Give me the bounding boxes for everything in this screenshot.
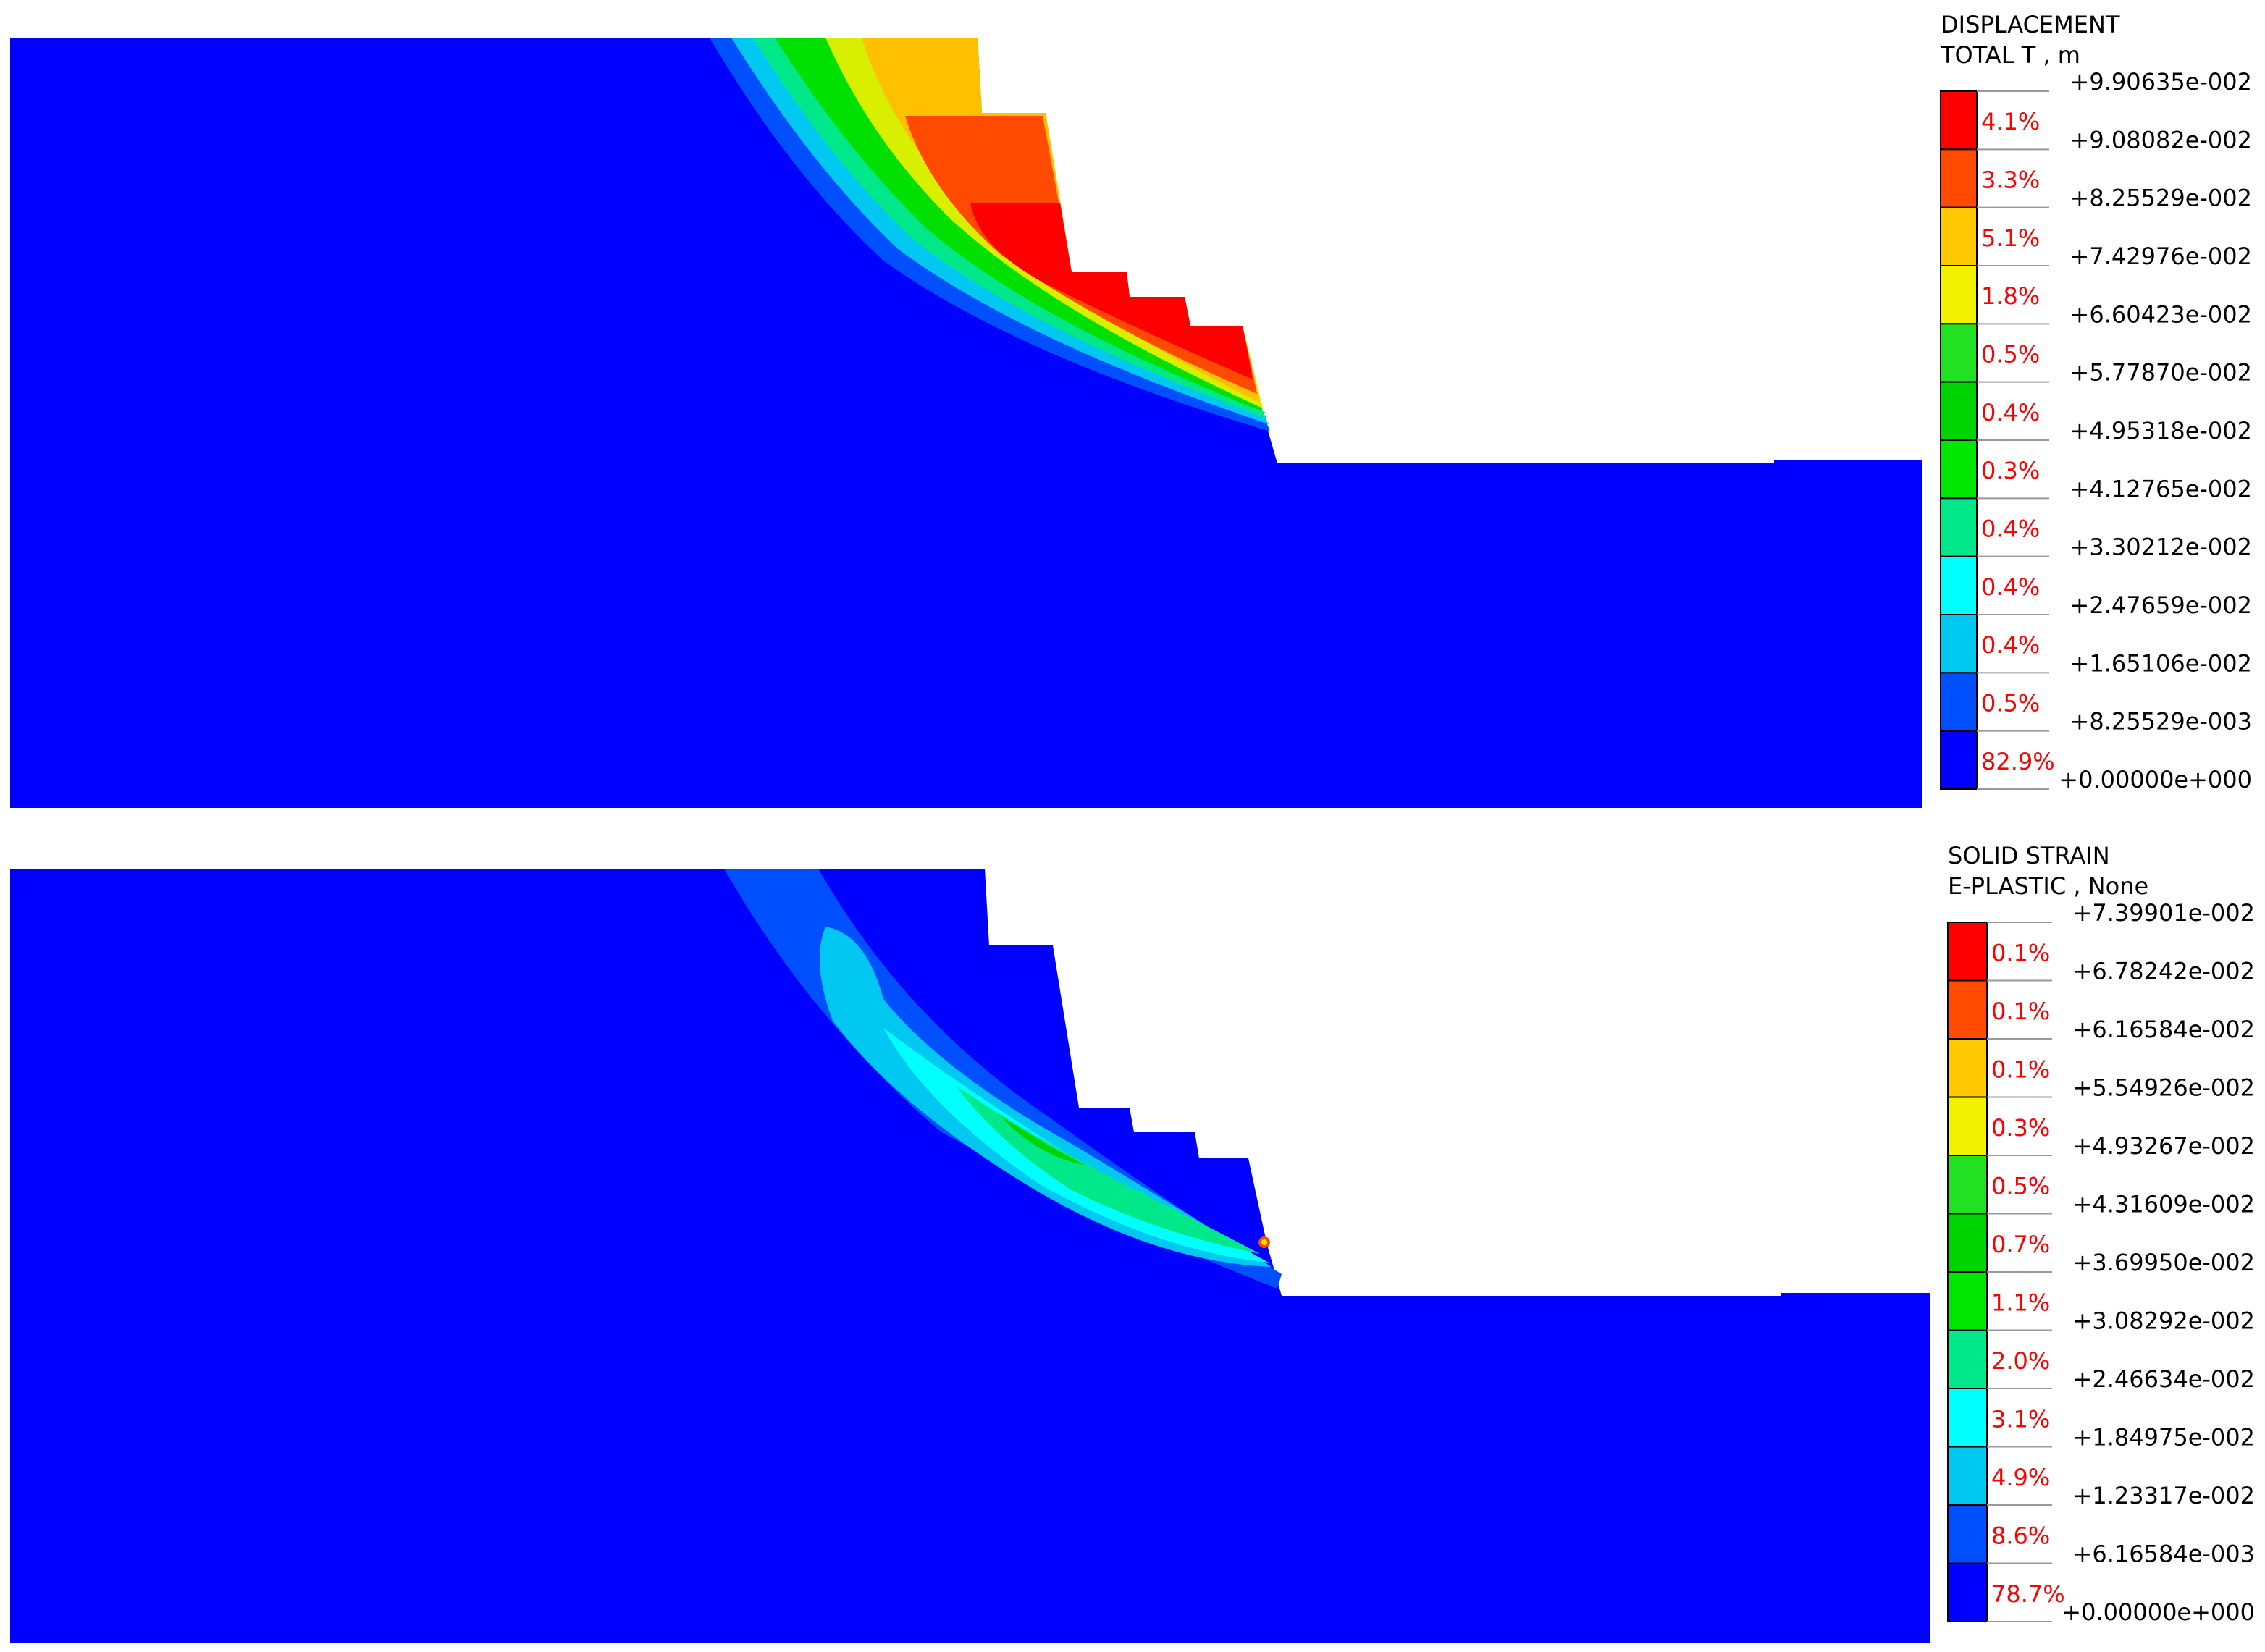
legend-level: +6.78242e-002 bbox=[2073, 958, 2255, 985]
legend-swatch bbox=[1940, 555, 1978, 616]
legend-swatch bbox=[1940, 323, 1978, 383]
legend-level: +0.00000e+000 bbox=[2059, 766, 2252, 793]
legend-percent: 0.4% bbox=[1981, 399, 2040, 426]
legend-swatch bbox=[1947, 1038, 1988, 1098]
legend-level: +4.93267e-002 bbox=[2073, 1132, 2255, 1160]
legend-level: +9.08082e-002 bbox=[2070, 126, 2252, 153]
model-mesh bbox=[10, 869, 1930, 1643]
legend-level: +6.16584e-002 bbox=[2073, 1016, 2255, 1043]
legend-percent: 2.0% bbox=[1991, 1347, 2050, 1375]
legend-level: +6.60423e-002 bbox=[2070, 300, 2252, 328]
legend-level: +2.47659e-002 bbox=[2070, 591, 2252, 619]
legend-percent: 4.9% bbox=[1991, 1464, 2050, 1491]
legend-percent: 0.4% bbox=[1981, 573, 2040, 601]
legend-swatch bbox=[1947, 1096, 1988, 1156]
legend-percent: 0.5% bbox=[1981, 690, 2040, 717]
legend-level: +1.65106e-002 bbox=[2070, 649, 2252, 677]
legend-level: +3.69950e-002 bbox=[2073, 1249, 2255, 1276]
legend-level: +4.12765e-002 bbox=[2070, 475, 2252, 502]
legend-percent: 3.1% bbox=[1991, 1405, 2050, 1433]
legend-percent: 0.3% bbox=[1981, 457, 2040, 484]
legend-swatch bbox=[1947, 922, 1988, 982]
legend-swatch bbox=[1940, 497, 1978, 557]
legend-level: +1.84975e-002 bbox=[2073, 1424, 2255, 1451]
legend-swatch bbox=[1947, 1446, 1988, 1506]
legend-percent: 0.3% bbox=[1991, 1114, 2050, 1142]
legend-swatch bbox=[1940, 265, 1978, 325]
legend-level: +4.31609e-002 bbox=[2073, 1191, 2255, 1218]
legend-swatch bbox=[1947, 1271, 1988, 1331]
legend-percent: 0.7% bbox=[1991, 1231, 2050, 1258]
legend-percent: 8.6% bbox=[1991, 1522, 2050, 1549]
legend-level: +7.42976e-002 bbox=[2070, 243, 2252, 270]
legend-level: +3.30212e-002 bbox=[2070, 534, 2252, 561]
legend-swatch bbox=[1940, 206, 1978, 266]
legend-level: +8.25529e-003 bbox=[2070, 708, 2252, 736]
legend-level: +7.39901e-002 bbox=[2073, 899, 2255, 927]
legend-percent: 78.7% bbox=[1991, 1580, 2065, 1608]
contour-band bbox=[970, 203, 1253, 379]
legend-swatch bbox=[1940, 730, 1978, 791]
legend-level: +1.23317e-002 bbox=[2073, 1482, 2255, 1509]
legend-level: +3.08292e-002 bbox=[2073, 1307, 2255, 1335]
legend-level: +5.54926e-002 bbox=[2073, 1074, 2255, 1102]
legend-percent: 0.1% bbox=[1991, 1055, 2050, 1083]
legend-percent: 4.1% bbox=[1981, 108, 2040, 135]
legend-swatch bbox=[1940, 381, 1978, 442]
legend-level: +8.25529e-002 bbox=[2070, 185, 2252, 212]
legend-swatch bbox=[1940, 672, 1978, 732]
legend-swatch bbox=[1947, 1562, 1988, 1622]
legend-level: +9.90635e-002 bbox=[2070, 68, 2252, 96]
legend-level: +6.16584e-003 bbox=[2073, 1541, 2255, 1568]
legend-level: +5.77870e-002 bbox=[2070, 359, 2252, 387]
legend-swatch bbox=[1947, 979, 1988, 1040]
legend-swatch bbox=[1940, 90, 1978, 151]
legend-title: TOTAL T , m bbox=[1940, 41, 2080, 69]
legend-swatch bbox=[1947, 1155, 1988, 1215]
legend-percent: 0.4% bbox=[1981, 515, 2040, 543]
displacement-model bbox=[10, 38, 1922, 808]
legend-swatch bbox=[1947, 1504, 1988, 1564]
legend-percent: 0.4% bbox=[1981, 631, 2040, 659]
legend-title: E-PLASTIC , None bbox=[1948, 872, 2148, 900]
legend-title: DISPLACEMENT bbox=[1941, 11, 2120, 38]
model-mesh bbox=[10, 38, 1922, 808]
legend-percent: 5.1% bbox=[1981, 224, 2040, 252]
strain-model bbox=[10, 869, 1930, 1643]
legend-percent: 0.1% bbox=[1991, 998, 2050, 1025]
legend-swatch bbox=[1940, 439, 1978, 500]
legend-percent: 0.5% bbox=[1981, 341, 2040, 368]
legend-swatch bbox=[1947, 1329, 1988, 1389]
legend-percent: 1.1% bbox=[1991, 1289, 2050, 1316]
legend-swatch bbox=[1947, 1213, 1988, 1273]
legend-percent: 82.9% bbox=[1981, 748, 2055, 775]
legend-swatch bbox=[1947, 1388, 1988, 1448]
legend-level: +0.00000e+000 bbox=[2062, 1598, 2255, 1626]
legend-level: +2.46634e-002 bbox=[2073, 1365, 2255, 1393]
contour-band bbox=[820, 927, 1272, 1267]
legend-level: +4.95318e-002 bbox=[2070, 417, 2252, 444]
contour-spot bbox=[1261, 1239, 1267, 1245]
legend-percent: 0.5% bbox=[1991, 1172, 2050, 1200]
legend-percent: 1.8% bbox=[1981, 282, 2040, 310]
legend-title: SOLID STRAIN bbox=[1948, 842, 2110, 869]
legend-swatch bbox=[1940, 148, 1978, 208]
legend-swatch bbox=[1940, 614, 1978, 674]
legend-percent: 3.3% bbox=[1981, 167, 2040, 194]
legend-percent: 0.1% bbox=[1991, 939, 2050, 966]
